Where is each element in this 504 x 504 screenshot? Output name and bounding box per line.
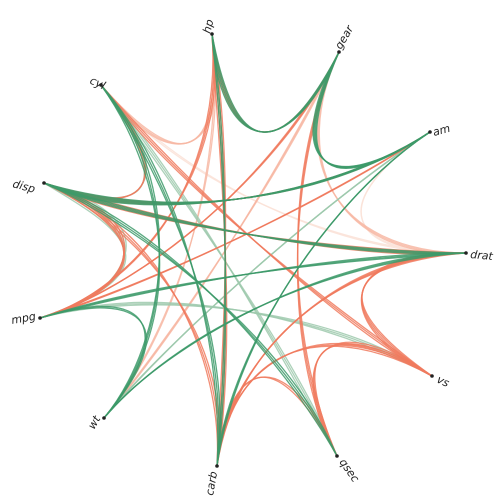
node-point-carb [215, 464, 219, 468]
node-point-vs [430, 374, 434, 378]
edge-vs-carb [216, 342, 433, 467]
edge-wt-drat [103, 252, 467, 419]
edge-vs-qsec [312, 341, 433, 457]
node-point-cyl [99, 83, 103, 87]
edge-dsp-cyl [43, 84, 146, 199]
edge-vs-mpg [39, 303, 433, 377]
node-hp: hp [200, 18, 217, 36]
node-point-wt [102, 416, 106, 420]
edge-wt-gear [103, 51, 340, 419]
edge-hp-mpg [39, 33, 216, 319]
edge-gear-drat [317, 51, 467, 254]
node-qsec: qsec [335, 454, 362, 485]
edge-vs-carb [216, 344, 433, 467]
edge-am-wt [103, 131, 431, 419]
node-label-am: am [431, 122, 451, 139]
node-label-carb: carb [203, 470, 220, 496]
edge-cyl-hp [100, 33, 216, 145]
edge-drat-carb [216, 252, 467, 467]
edge-dsp-drat [43, 182, 467, 255]
node-point-mpg [38, 316, 42, 320]
node-label-drat: drat [470, 248, 494, 263]
edge-am-wt [103, 131, 431, 419]
edge-carb-cyl [100, 84, 221, 467]
edge-gear-am [315, 51, 431, 169]
edge-mpg-wt [39, 305, 146, 419]
node-point-am [428, 130, 432, 134]
edge-vs-qsec [314, 344, 433, 457]
edge-qsec-dsp [43, 182, 338, 457]
node-point-dsp [42, 181, 46, 185]
node-vs: vs [430, 373, 452, 390]
edge-vs-mpg [39, 304, 433, 377]
edge-cyl-hp [100, 33, 217, 145]
edge-mpg-wt [39, 307, 147, 419]
node-point-hp [210, 32, 214, 36]
node-carb: carb [203, 464, 220, 497]
node-label-mpg: mpg [10, 310, 37, 327]
edge-cyl-vs [100, 84, 433, 377]
edge-gear-mpg [39, 51, 340, 319]
edges-layer [39, 33, 467, 467]
edge-dsp-cyl [43, 84, 147, 200]
edge-gear-mpg [39, 51, 340, 319]
edge-hp-mpg [39, 33, 215, 319]
node-label-hp: hp [200, 18, 216, 35]
edge-am-wt [103, 131, 431, 419]
edge-vs-carb [216, 345, 433, 467]
node-point-gear [337, 50, 341, 54]
edge-dsp-cyl [43, 84, 145, 199]
node-wt: wt [85, 413, 106, 432]
node-drat: drat [464, 248, 494, 263]
node-cyl: cyl [88, 74, 108, 92]
node-label-dsp: disp [11, 177, 36, 195]
edge-gear-mpg [39, 51, 340, 319]
edge-vs-qsec [313, 343, 433, 457]
edge-hp-gear [211, 33, 340, 133]
edge-drat-carb [216, 252, 467, 467]
node-label-cyl: cyl [88, 74, 108, 92]
node-label-vs: vs [435, 373, 452, 390]
node-am: am [428, 122, 452, 139]
edge-am-wt [103, 131, 431, 419]
edge-drat-mpg [39, 252, 467, 319]
edge-gear-am [315, 51, 431, 169]
edge-gear-drat [316, 51, 467, 254]
node-point-qsec [335, 454, 339, 458]
edge-dsp-cyl [43, 84, 146, 200]
edge-am-carb [216, 131, 431, 467]
node-mpg: mpg [10, 310, 42, 327]
edge-cyl-hp [100, 33, 215, 145]
edge-drat-carb [216, 252, 467, 467]
node-label-wt: wt [85, 413, 103, 432]
edge-mpg-am [39, 131, 431, 319]
node-label-qsec: qsec [337, 456, 362, 484]
node-point-drat [464, 251, 468, 255]
node-label-gear: gear [332, 22, 357, 51]
node-gear: gear [332, 22, 357, 54]
node-dsp: disp [11, 177, 46, 196]
edge-dsp-cyl [43, 84, 147, 200]
edge-drat-carb [216, 252, 467, 467]
